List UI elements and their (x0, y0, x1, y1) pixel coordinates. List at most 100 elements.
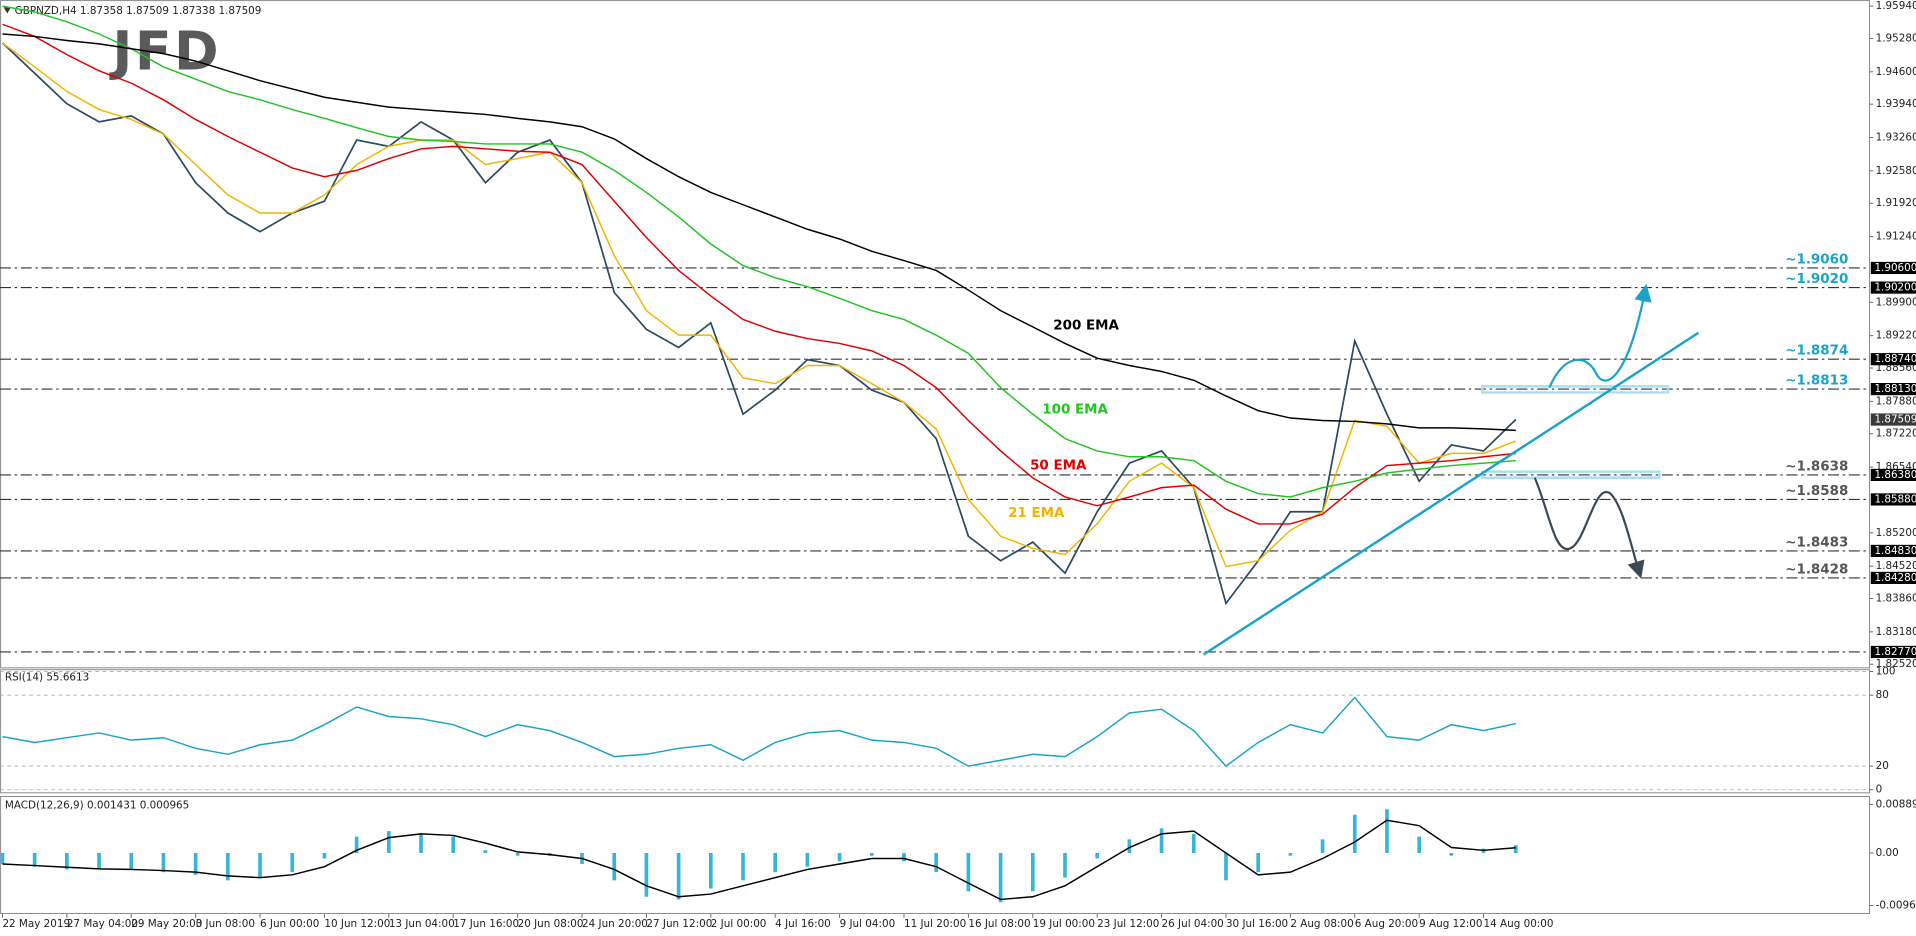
last-price-box (1870, 413, 1916, 426)
bar (1030, 853, 1035, 892)
y-tick-label: 20 (1876, 760, 1889, 772)
series-label: 200 EMA (1053, 318, 1119, 333)
bar (161, 853, 166, 873)
overlay (1202, 283, 1700, 656)
bar (97, 853, 101, 870)
bar (322, 853, 327, 859)
x-tick-label: 19 Jul 00:00 (1033, 918, 1095, 930)
y-tick-label: 1.82520 (1876, 658, 1916, 670)
y-tick-label: 1.93940 (1876, 98, 1916, 110)
y-tick-label: 1.93260 (1876, 132, 1916, 144)
bar (612, 853, 617, 881)
y-tick-label: 1.89900 (1876, 296, 1916, 308)
bar (258, 853, 262, 878)
y-tick-label: 1.95280 (1876, 32, 1916, 44)
bar (225, 853, 230, 881)
x-tick-label: 2 Aug 08:00 (1290, 918, 1353, 930)
level-note: ~1.8428 (1785, 562, 1848, 577)
bar (1417, 836, 1421, 854)
x-tick-label: 30 Jul 16:00 (1226, 918, 1288, 930)
bar (193, 853, 198, 875)
bar (1256, 853, 1261, 873)
trend-line (1202, 331, 1700, 656)
x-tick-label: 24 Jun 20:00 (582, 918, 648, 930)
y-tick-label: 1.86540 (1876, 461, 1916, 473)
y-tick-label: 100 (1876, 666, 1896, 678)
bar (966, 853, 971, 892)
x-tick-label: 6 Jun 00:00 (260, 918, 319, 930)
level-box (1870, 544, 1916, 558)
y-tick-label: 1.85200 (1876, 527, 1916, 539)
x-tick-label: 22 May 2019 (2, 918, 70, 930)
x-tick-label: 9 Jul 04:00 (840, 918, 896, 930)
level-label: 1.84830 (1874, 545, 1916, 557)
y-tick-label: 1.87220 (1876, 428, 1916, 440)
level-label: 1.86380 (1874, 469, 1916, 481)
series-line (1, 42, 1517, 606)
main-panel (0, 0, 1871, 669)
bar (515, 853, 520, 856)
y-tick-label: 0.00 (1876, 847, 1899, 859)
level-box (1870, 383, 1916, 396)
y-tick-label: 1.87880 (1876, 395, 1916, 407)
x-tick-label: 27 Jun 12:00 (646, 918, 712, 930)
bar (902, 853, 906, 862)
level-box (1870, 281, 1916, 294)
y-tick-label: -0.009606 (1876, 900, 1916, 912)
x-tick-label: 6 Aug 20:00 (1355, 918, 1418, 930)
bar (129, 853, 134, 870)
y-tick-label: 1.91920 (1876, 197, 1916, 209)
series-label: 21 EMA (1008, 506, 1065, 521)
series-line (2, 33, 1516, 432)
series-line (2, 5, 1516, 498)
bar (32, 853, 37, 867)
level-label: 1.82770 (1874, 646, 1916, 658)
bar (1191, 833, 1196, 854)
bar (451, 836, 456, 854)
bar (741, 853, 745, 881)
bar (1095, 853, 1100, 859)
x-tick-label: 26 Jul 04:00 (1162, 918, 1224, 930)
x-tick-label: 9 Aug 12:00 (1419, 918, 1482, 930)
bullish-arrow (1548, 283, 1652, 388)
x-tick-label: 17 Jun 16:00 (453, 918, 519, 930)
chart-title: GBPNZD,H4 1.87358 1.87509 1.87338 1.8750… (15, 5, 262, 17)
rsi-title: RSI(14) 55.6613 (5, 672, 89, 684)
macd-panel (0, 795, 1871, 914)
bar (1513, 845, 1518, 854)
level-note: ~1.8483 (1785, 535, 1848, 550)
bar (65, 853, 69, 870)
y-tick-label: 1.91240 (1876, 231, 1916, 243)
y-tick-label: 1.89220 (1876, 330, 1916, 342)
level-box (1870, 261, 1916, 275)
x-tick-label: 29 May 20:00 (131, 918, 202, 930)
x-tick-label: 14 Aug 00:00 (1484, 918, 1554, 930)
bar (290, 853, 295, 873)
y-tick-label: 1.94600 (1876, 66, 1916, 78)
series-line (2, 819, 1516, 901)
macd-title: MACD(12,26,9) 0.001431 0.000965 (5, 800, 189, 812)
y-tick-label: 1.88560 (1876, 362, 1916, 374)
bar (676, 853, 681, 900)
x-tick-label: 23 Jul 12:00 (1097, 918, 1159, 930)
bar (869, 853, 874, 856)
bar (708, 853, 713, 889)
level-note: ~1.8874 (1785, 344, 1848, 359)
bar (1288, 853, 1293, 856)
series-line (2, 696, 1516, 768)
level-note: ~1.9020 (1785, 272, 1848, 287)
x-tick-label: 4 Jul 16:00 (775, 918, 831, 930)
bar (419, 833, 423, 854)
level-label: 1.85880 (1874, 493, 1916, 505)
level-box (1870, 645, 1916, 659)
bearish-arrow (1533, 477, 1645, 579)
bar (837, 853, 842, 862)
x-tick-label: 27 May 04:00 (67, 918, 138, 930)
bar (1159, 828, 1164, 854)
level-label: 1.88130 (1874, 383, 1916, 395)
y-tick-label: 1.95940 (1876, 0, 1916, 12)
level-note: ~1.8638 (1785, 459, 1848, 474)
